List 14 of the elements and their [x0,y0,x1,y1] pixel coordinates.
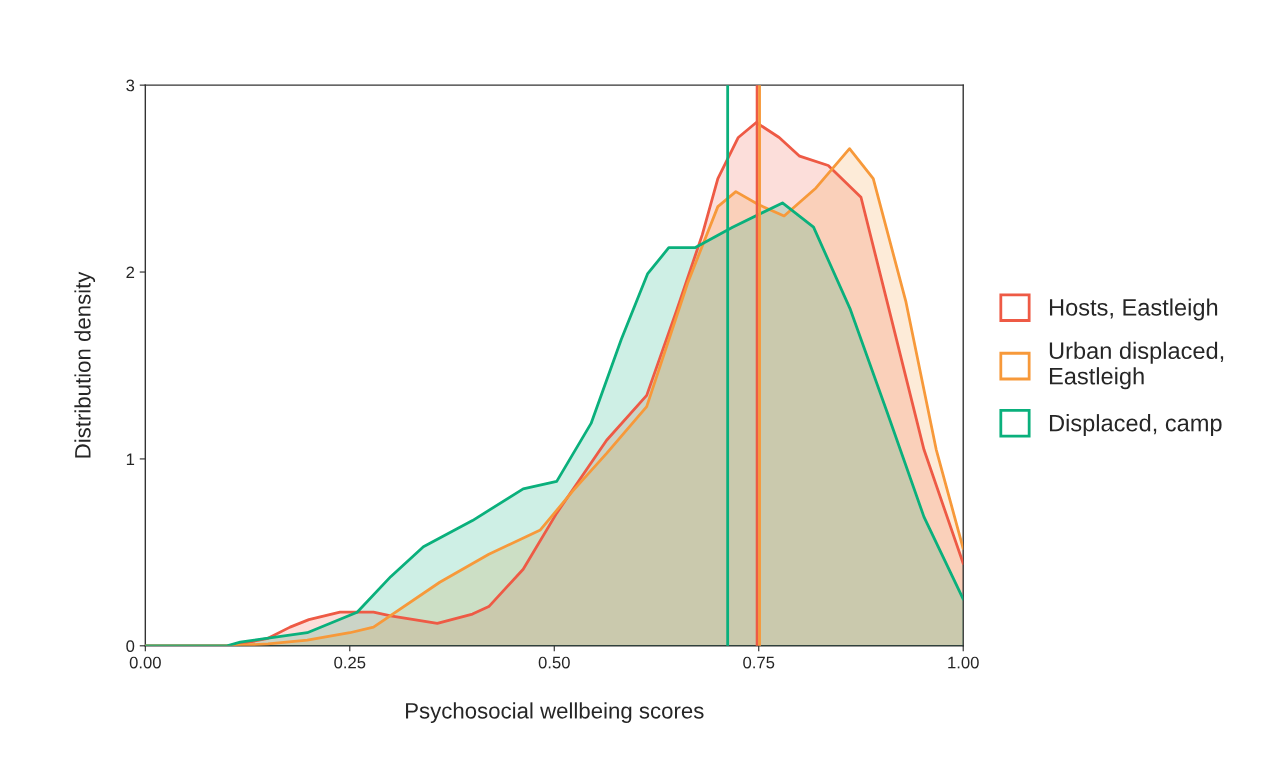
x-axis-title: Psychosocial wellbeing scores [406,702,704,724]
x-tick-label: 1.00 [948,656,979,669]
legend-label: Urban displaced, Eastleigh [1049,341,1224,390]
y-tick-label: 1 [126,453,135,465]
x-tick-label: 0.25 [334,656,366,669]
legend-label: Hosts, Eastleigh [1049,298,1218,321]
x-tick-label: 0.50 [538,656,570,669]
y-axis-title: Distribution density [74,271,96,458]
y-tick-label: 2 [126,266,135,279]
y-tick-label: 3 [126,79,135,92]
x-tick-label: 0.00 [129,656,161,669]
legend-label: Displaced, camp [1049,414,1222,437]
x-tick-label: 0.75 [743,656,775,669]
y-tick-label: 0 [126,640,135,653]
